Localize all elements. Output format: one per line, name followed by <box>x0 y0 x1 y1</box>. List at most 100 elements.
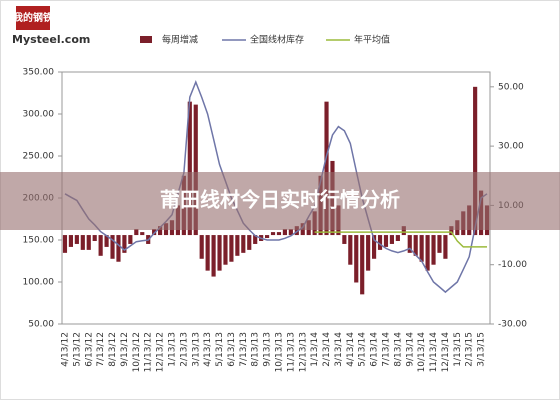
bar <box>98 235 103 256</box>
bar <box>199 235 204 259</box>
x-tick-label: 3/13/13 <box>191 332 201 367</box>
bar <box>235 235 240 256</box>
bar <box>122 235 127 253</box>
bar <box>217 235 222 271</box>
x-tick-label: 4/13/14 <box>346 332 356 367</box>
banner-band <box>0 172 560 230</box>
y2-tick-label: -30.00 <box>498 320 527 330</box>
bar <box>158 226 163 236</box>
x-tick-label: 9/13/13 <box>263 332 273 367</box>
bar <box>288 229 293 236</box>
y-tick-label: 350.00 <box>23 68 55 78</box>
legend-label: 年平均值 <box>354 34 390 46</box>
x-tick-label: 12/13/13 <box>298 332 308 372</box>
x-tick-label: 8/13/14 <box>393 332 403 367</box>
y-tick-label: 100.00 <box>23 278 55 288</box>
bar <box>282 229 287 236</box>
x-tick-label: 4/13/12 <box>60 332 70 367</box>
bar <box>134 229 139 236</box>
legend-label: 每周增减 <box>162 34 198 46</box>
bar <box>193 104 198 236</box>
x-tick-label: 6/13/13 <box>227 332 237 367</box>
x-tick-label: 1/13/14 <box>310 332 320 367</box>
legend-swatch <box>140 36 152 43</box>
bar <box>68 235 73 247</box>
bar <box>294 226 299 236</box>
x-tick-label: 5/13/13 <box>215 332 225 367</box>
y-tick-label: 150.00 <box>23 236 55 246</box>
x-tick-label: 7/13/12 <box>96 332 106 367</box>
bar <box>229 235 234 262</box>
x-tick-label: 5/13/12 <box>72 332 82 367</box>
x-tick-label: 11/13/13 <box>286 332 296 372</box>
x-tick-label: 3/13/14 <box>334 332 344 367</box>
bar <box>86 235 91 250</box>
bar <box>443 235 448 259</box>
bar <box>383 235 389 247</box>
bar <box>110 235 115 259</box>
bar <box>324 101 329 236</box>
bar <box>473 86 478 236</box>
logo-top: 我的钢铁 <box>13 11 53 24</box>
bar <box>449 226 454 236</box>
bar <box>413 235 418 256</box>
bar <box>223 235 228 265</box>
line <box>64 80 488 294</box>
bar <box>80 235 85 250</box>
y2-tick-label: -10.00 <box>498 260 527 270</box>
bar <box>140 232 145 236</box>
bar <box>270 232 276 236</box>
bar <box>187 101 192 236</box>
x-tick-label: 7/13/14 <box>381 332 391 367</box>
bar <box>401 226 406 236</box>
bar <box>354 235 359 283</box>
bar <box>211 235 216 277</box>
bar <box>407 235 412 253</box>
x-tick-label: 10/13/12 <box>132 332 142 372</box>
bar <box>425 235 430 271</box>
bar <box>104 235 109 247</box>
x-tick-label: 2/13/13 <box>179 332 189 367</box>
bar <box>431 235 436 265</box>
y-tick-label: 50.00 <box>28 320 54 330</box>
bar <box>372 235 377 259</box>
bar <box>247 235 252 250</box>
bar <box>74 235 79 244</box>
x-tick-label: 11/13/12 <box>144 332 154 372</box>
bar <box>253 235 258 244</box>
x-tick-label: 1/13/13 <box>167 332 177 367</box>
legend-label: 全国线材库存 <box>250 34 304 46</box>
bar <box>62 235 68 253</box>
bar <box>241 235 246 253</box>
bar <box>116 235 121 262</box>
y-tick-label: 250.00 <box>23 152 55 162</box>
x-tick-label: 12/13/12 <box>156 332 166 372</box>
bar <box>419 235 424 262</box>
x-tick-label: 9/13/12 <box>120 332 130 367</box>
bar <box>92 235 97 241</box>
bar <box>265 235 270 239</box>
x-tick-label: 3/13/15 <box>477 332 487 367</box>
bar <box>395 235 400 241</box>
x-tick-label: 10/13/14 <box>417 332 427 373</box>
bar <box>205 235 210 271</box>
bar <box>128 235 133 244</box>
x-tick-label: 2/13/14 <box>322 332 332 367</box>
bar <box>342 235 347 244</box>
x-tick-label: 5/13/14 <box>358 332 368 367</box>
y2-tick-label: 50.00 <box>498 82 524 92</box>
bar <box>360 235 365 295</box>
bar <box>276 232 282 236</box>
x-tick-label: 6/13/12 <box>84 332 94 367</box>
x-tick-label: 12/13/14 <box>441 332 451 373</box>
bar <box>348 235 353 265</box>
line <box>314 231 487 248</box>
x-tick-label: 11/13/14 <box>429 332 439 373</box>
y2-tick-label: 30.00 <box>498 142 524 152</box>
x-tick-label: 8/13/12 <box>108 332 118 367</box>
x-tick-label: 2/13/15 <box>465 332 475 367</box>
bar <box>389 235 394 244</box>
y-tick-label: 300.00 <box>23 110 55 120</box>
bar <box>377 235 383 250</box>
